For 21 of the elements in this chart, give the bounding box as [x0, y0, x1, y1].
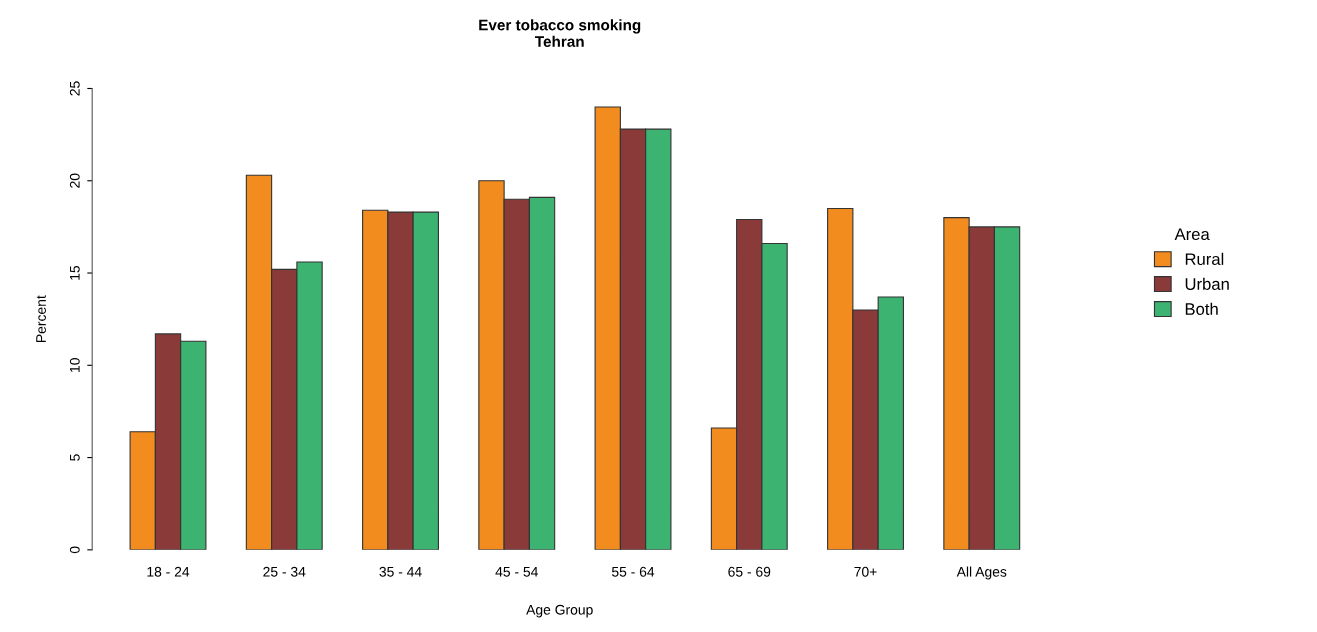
x-tick-label: All Ages — [956, 566, 1007, 580]
y-tick-label: 25 — [69, 81, 80, 96]
x-tick-label: 18 - 24 — [147, 566, 190, 577]
legend-label: Rural — [1185, 252, 1224, 266]
x-tick-label: 70+ — [854, 566, 877, 577]
legend-title: Area — [1174, 228, 1210, 241]
legend-label: Urban — [1185, 277, 1229, 290]
x-tick-label: 45 - 54 — [495, 567, 538, 577]
x-tick-label: 65 - 69 — [728, 566, 771, 577]
x-tick-label: 35 - 44 — [379, 566, 422, 577]
y-tick-label: 15 — [70, 265, 80, 280]
x-axis-title: Age Group — [526, 604, 593, 618]
x-tick-label: 55 - 64 — [611, 566, 655, 577]
y-tick-label: 20 — [69, 173, 80, 188]
y-axis-title: Percent — [36, 295, 46, 342]
y-tick-label: 10 — [69, 358, 80, 372]
y-tick-label: 0 — [69, 546, 80, 554]
chart-title: Ever tobacco smoking Tehran — [479, 19, 641, 47]
legend-label: Both — [1185, 302, 1218, 315]
x-tick-label: 25 - 34 — [263, 566, 306, 577]
y-tick-label: 5 — [70, 454, 80, 461]
